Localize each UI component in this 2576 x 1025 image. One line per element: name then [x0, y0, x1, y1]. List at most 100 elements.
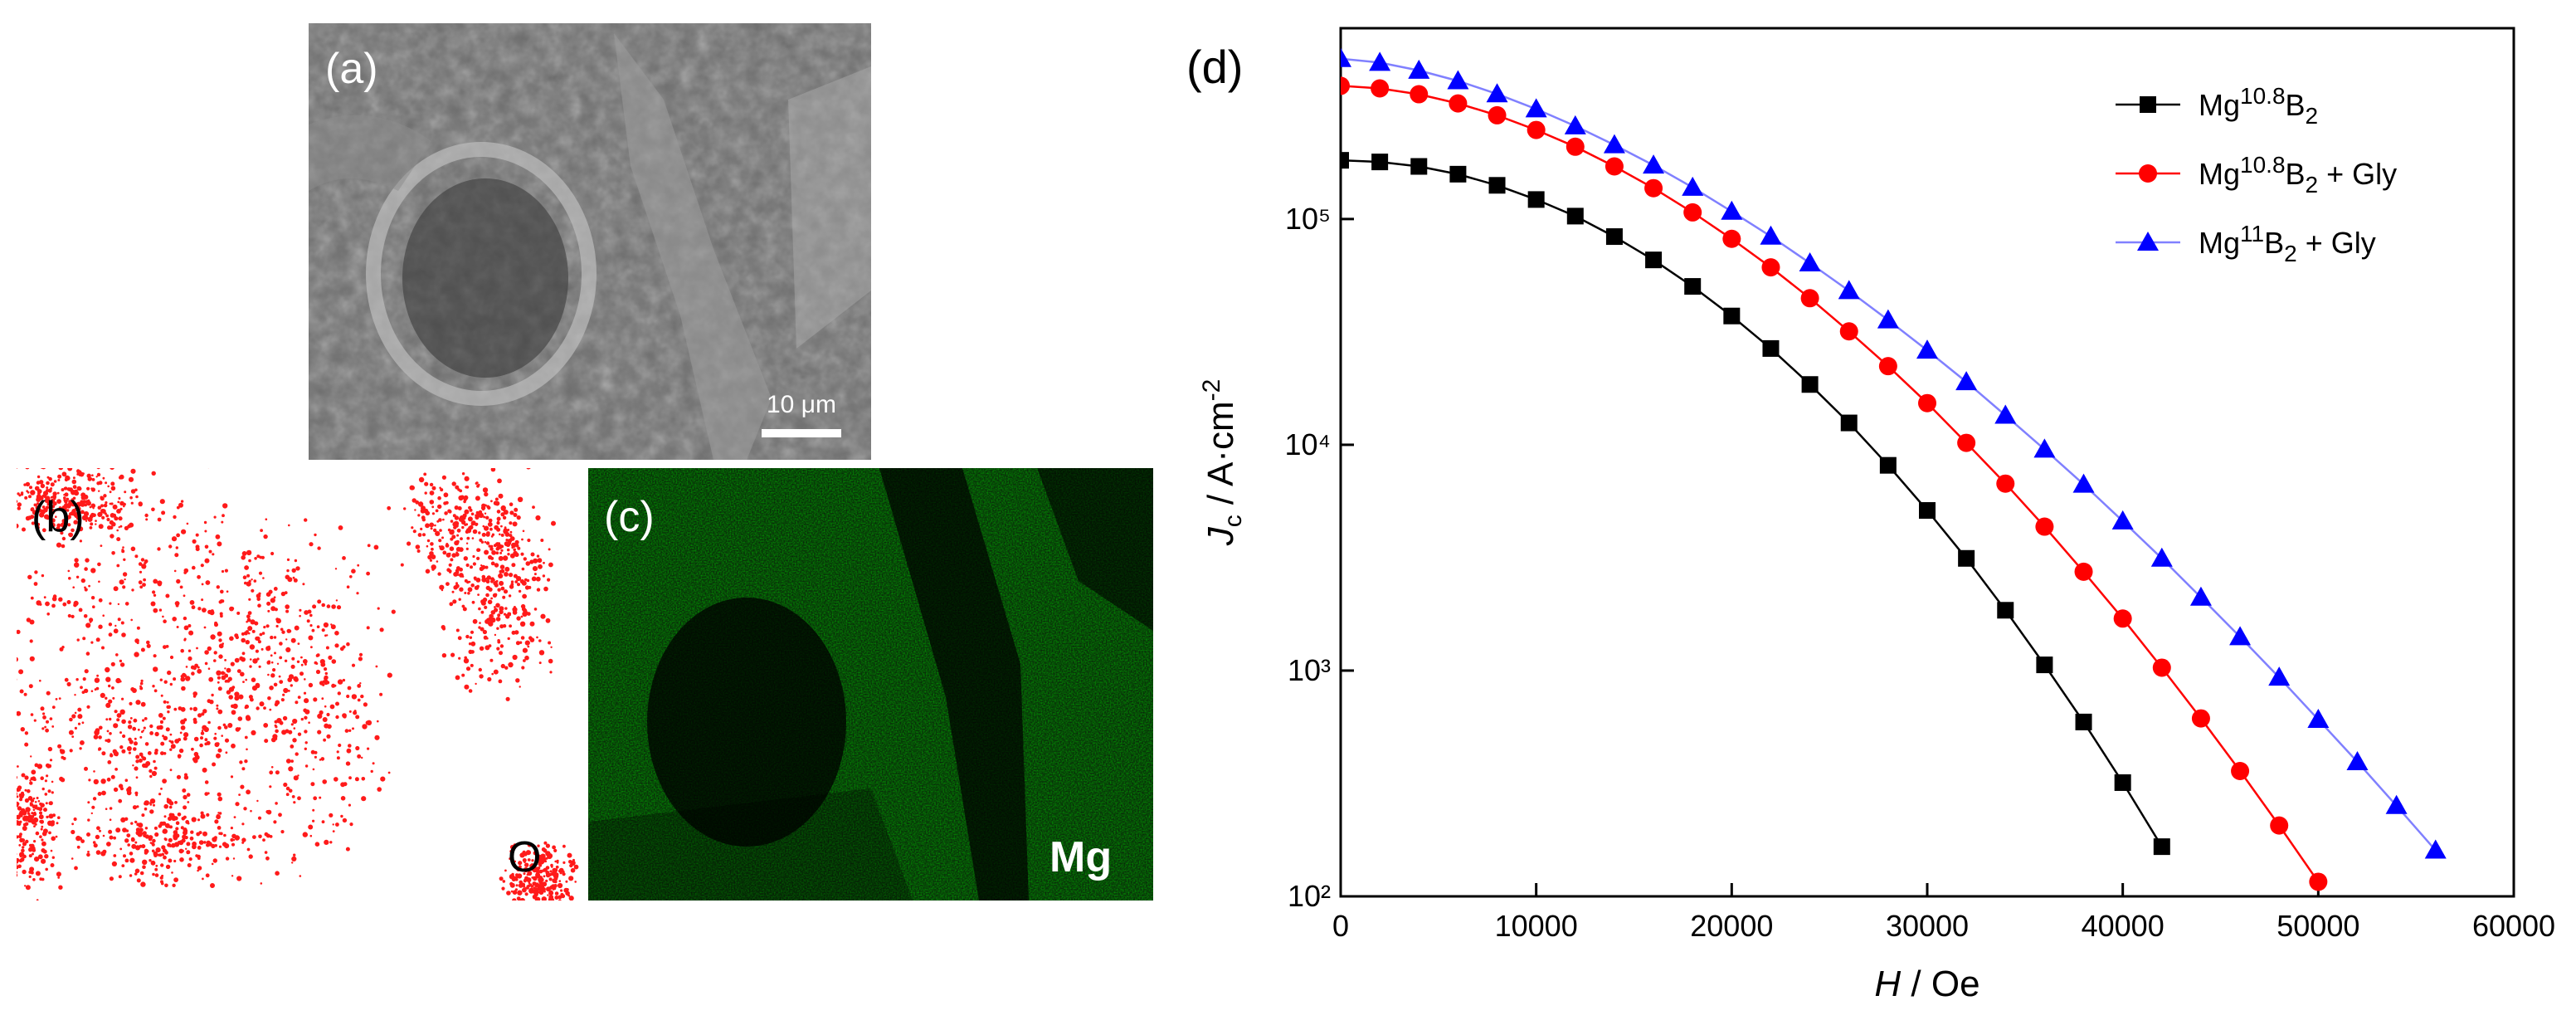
o-dot	[329, 813, 334, 818]
o-dot	[548, 548, 551, 551]
o-dot	[184, 829, 188, 833]
o-dot	[110, 502, 114, 505]
o-dot	[119, 507, 123, 511]
o-dot	[490, 468, 496, 472]
o-dot	[409, 485, 415, 491]
o-dot	[552, 868, 558, 874]
o-dot	[32, 878, 36, 881]
o-dot	[91, 474, 94, 476]
o-dot	[144, 807, 148, 811]
o-dot	[246, 748, 248, 751]
o-dot	[7, 494, 8, 495]
o-dot	[124, 602, 129, 606]
o-dot	[25, 468, 30, 470]
o-dot	[197, 846, 202, 850]
o-dot	[66, 509, 70, 512]
o-dot	[535, 576, 541, 582]
o-dot	[332, 830, 335, 832]
o-dot	[340, 796, 346, 801]
o-dot	[527, 871, 533, 876]
o-dot	[228, 686, 235, 692]
o-dot	[144, 742, 149, 746]
o-dot	[514, 507, 519, 512]
o-dot	[45, 802, 48, 805]
o-dot	[509, 857, 512, 861]
o-dot	[380, 776, 386, 782]
o-dot	[464, 592, 467, 594]
o-dot	[236, 611, 241, 615]
marker	[1996, 474, 2015, 493]
o-dot	[155, 864, 158, 867]
o-dot	[7, 507, 12, 512]
o-dot	[374, 735, 380, 740]
o-dot	[233, 816, 236, 818]
o-dot	[224, 680, 227, 683]
o-dot	[160, 741, 165, 746]
o-dot	[2, 561, 4, 564]
o-dot	[95, 476, 98, 478]
marker	[2153, 838, 2170, 856]
o-dot	[83, 511, 90, 517]
o-dot	[12, 809, 15, 813]
o-dot	[126, 746, 132, 751]
o-dot	[185, 666, 188, 668]
o-dot	[81, 515, 88, 521]
o-dot	[343, 715, 347, 719]
o-dot	[177, 813, 182, 817]
o-dot	[139, 871, 144, 876]
o-dot	[258, 665, 261, 668]
o-dot	[38, 814, 44, 820]
o-dot	[115, 827, 121, 833]
o-dot	[27, 788, 31, 793]
o-dot	[111, 861, 117, 866]
o-dot	[202, 608, 207, 613]
o-dot	[25, 807, 31, 813]
o-dot	[95, 686, 100, 691]
o-dot	[48, 813, 54, 819]
o-dot	[114, 768, 119, 771]
o-dot	[169, 769, 173, 772]
o-dot	[363, 702, 368, 707]
o-dot	[509, 613, 511, 617]
o-dot	[64, 477, 68, 482]
o-dot	[256, 799, 259, 803]
o-dot	[33, 719, 37, 722]
o-dot	[119, 847, 123, 851]
o-dot	[2, 892, 6, 896]
o-dot	[216, 707, 219, 710]
o-dot	[94, 677, 100, 683]
o-dot	[110, 481, 115, 486]
o-dot	[326, 712, 330, 717]
o-dot	[218, 812, 222, 815]
o-dot	[110, 468, 114, 470]
o-dot	[100, 495, 104, 500]
o-dot	[77, 707, 82, 712]
o-dot	[130, 489, 136, 494]
o-dot	[461, 575, 465, 578]
o-dot	[574, 881, 577, 883]
marker	[1916, 339, 1938, 359]
o-dot	[415, 544, 421, 549]
o-dot	[1, 603, 6, 608]
o-dot	[461, 472, 465, 476]
o-dot	[437, 504, 442, 510]
o-dot	[183, 775, 189, 780]
o-dot	[335, 701, 339, 706]
marker	[2072, 473, 2095, 493]
o-dot	[95, 520, 97, 522]
o-dot	[497, 640, 501, 644]
o-dot	[309, 624, 313, 627]
o-dot	[489, 620, 494, 623]
o-dot	[101, 646, 105, 650]
o-dot	[29, 779, 32, 782]
o-dot	[29, 866, 35, 872]
o-dot	[562, 903, 564, 905]
o-dot	[189, 600, 195, 605]
o-dot	[138, 759, 143, 763]
o-dot	[248, 579, 251, 583]
o-dot	[71, 857, 74, 860]
o-dot	[537, 844, 540, 847]
o-dot	[207, 720, 211, 725]
series-line	[1341, 159, 2163, 847]
o-dot	[134, 638, 139, 643]
